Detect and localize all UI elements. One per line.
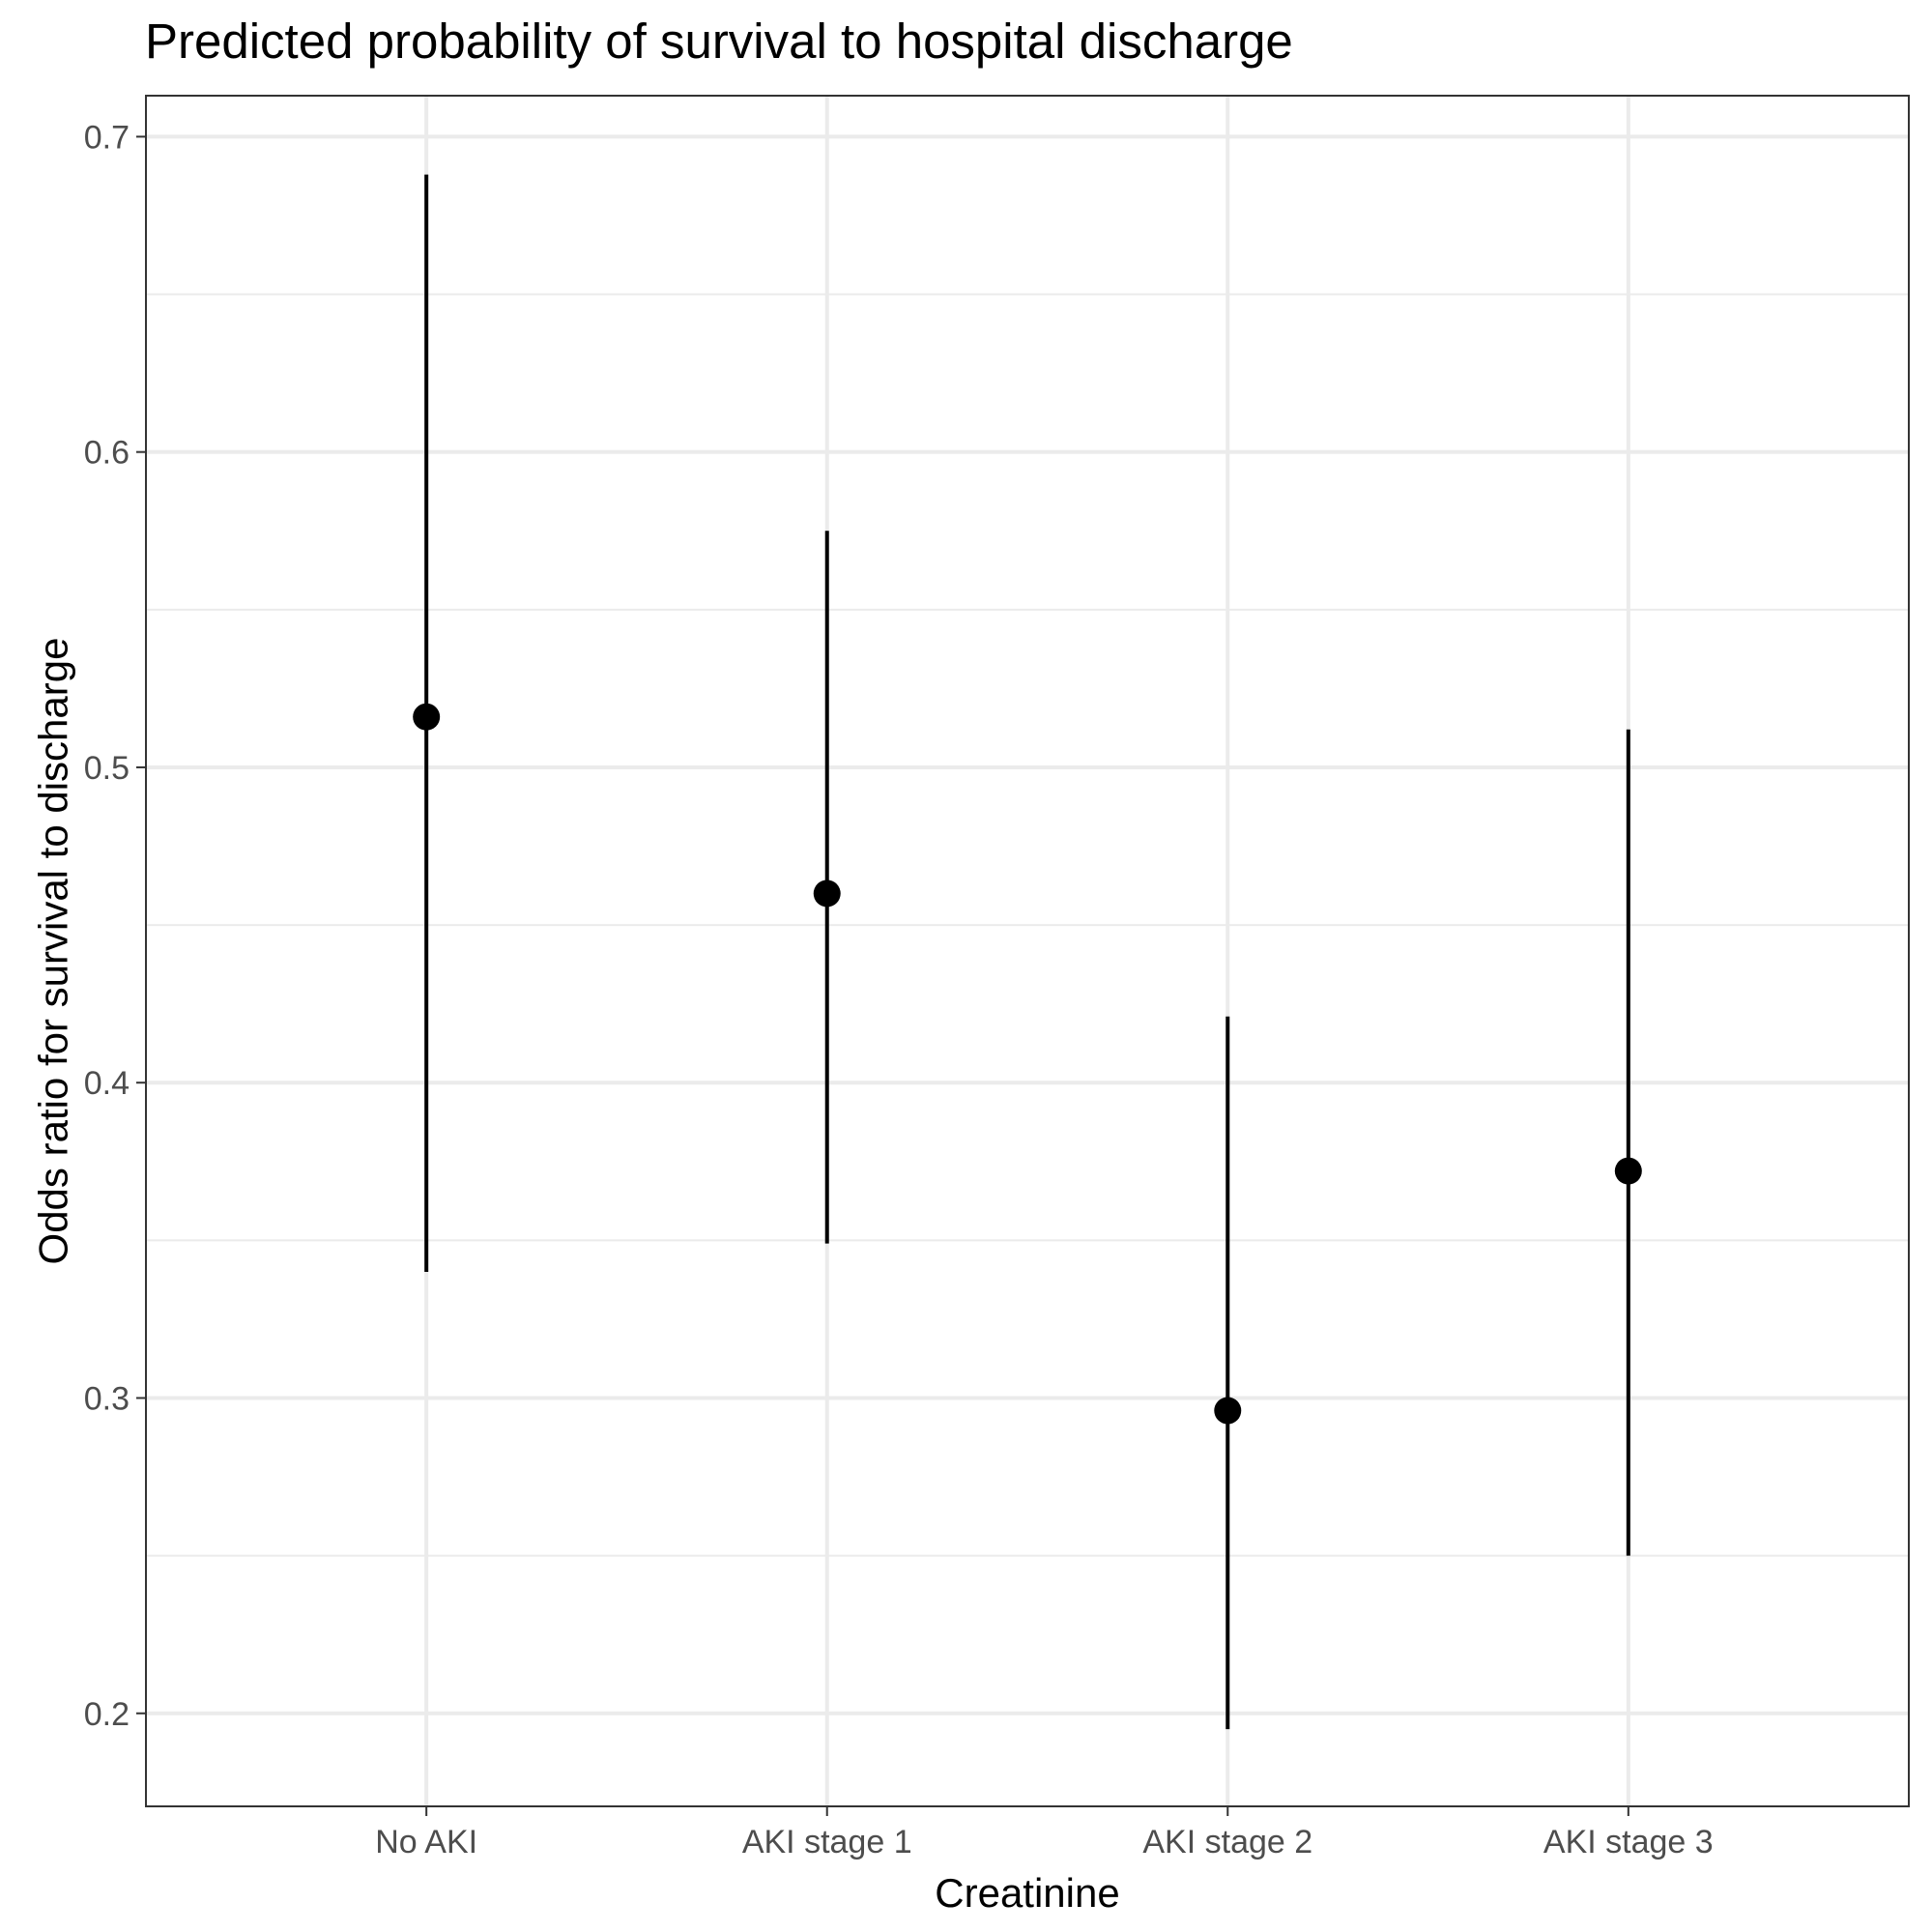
x-tick-label: AKI stage 3	[1543, 1824, 1714, 1860]
x-tick-label: No AKI	[375, 1824, 477, 1860]
y-tick-label: 0.7	[84, 119, 130, 156]
y-tick-label: 0.5	[84, 750, 130, 787]
x-tick-label: AKI stage 2	[1142, 1824, 1312, 1860]
estimate-point	[1214, 1397, 1242, 1425]
chart-title: Predicted probability of survival to hos…	[145, 14, 1293, 69]
y-tick-label: 0.2	[84, 1696, 130, 1733]
grid	[146, 96, 1909, 1806]
axes: 0.2 0.3 0.4 0.5 0.6 0.7 No AKI AKI stage 1 AKI s…	[84, 119, 1714, 1860]
y-axis-title: Odds ratio for survival to discharge	[31, 638, 76, 1265]
estimate-point	[1614, 1157, 1642, 1185]
data-marks	[413, 174, 1642, 1730]
y-tick-label: 0.6	[84, 435, 130, 472]
x-tick-label: AKI stage 1	[742, 1824, 912, 1860]
x-axis-title: Creatinine	[935, 1870, 1119, 1916]
estimate-point	[413, 703, 441, 731]
estimate-point	[813, 879, 841, 908]
panel-border	[145, 95, 1910, 1807]
y-tick-label: 0.3	[84, 1380, 130, 1417]
y-tick-label: 0.4	[84, 1065, 130, 1102]
panel-background	[146, 96, 1909, 1806]
